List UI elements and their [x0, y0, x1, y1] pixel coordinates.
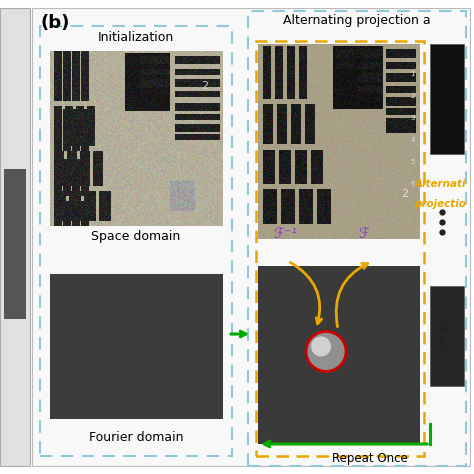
Text: 5: 5 [410, 159, 415, 165]
Text: Alternating projection a: Alternating projection a [283, 14, 431, 27]
Text: Initialization: Initialization [98, 31, 174, 44]
Text: Fourier domain: Fourier domain [89, 431, 183, 444]
Text: 2: 2 [201, 81, 209, 91]
Text: 3: 3 [410, 115, 415, 121]
Bar [4, 169, 26, 319]
Bar [256, 41, 424, 456]
Text: 2: 2 [401, 189, 409, 199]
Text: 6: 6 [410, 181, 415, 187]
Text: 4: 4 [410, 137, 415, 143]
Bar [248, 11, 466, 466]
Text: projectio: projectio [414, 199, 466, 209]
Text: Alternati: Alternati [414, 179, 466, 189]
Bar [430, 286, 464, 386]
Text: 2: 2 [410, 93, 415, 99]
Bar [430, 44, 464, 154]
Bar [258, 266, 420, 444]
Bar [40, 26, 232, 456]
Text: 1: 1 [410, 71, 415, 77]
Circle shape [306, 331, 346, 372]
Text: Repeat Once: Repeat Once [332, 452, 408, 465]
Text: ℱ: ℱ [358, 227, 369, 241]
Circle shape [311, 337, 331, 356]
Text: ℱ⁻¹: ℱ⁻¹ [273, 227, 297, 241]
Text: Space domain: Space domain [91, 230, 181, 243]
Text: (b): (b) [40, 14, 69, 32]
Bar [0, 8, 30, 466]
Bar [50, 274, 223, 419]
